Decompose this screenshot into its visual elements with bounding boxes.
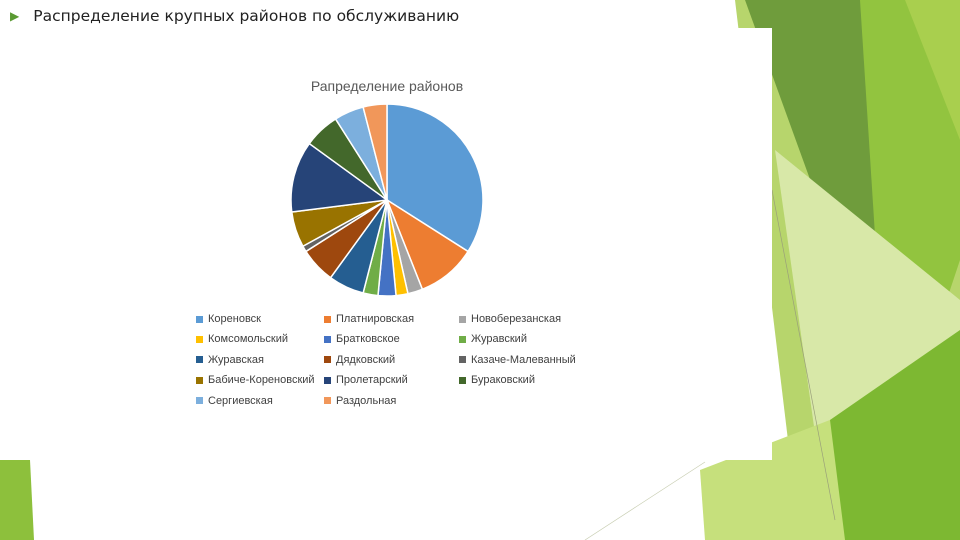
legend-swatch xyxy=(324,376,331,384)
legend-item: Братковское xyxy=(324,331,459,347)
legend-label: Бабиче-Кореновский xyxy=(208,374,315,387)
legend-item: Журавский xyxy=(459,331,596,347)
triangle-bullet-icon: ▶ xyxy=(10,9,20,23)
legend-label: Раздольная xyxy=(336,394,397,407)
pie-slice-13 xyxy=(362,103,388,201)
pie-slice-10 xyxy=(290,142,389,213)
legend-label: Дядковский xyxy=(336,353,396,366)
legend-swatch xyxy=(324,335,331,343)
deco-shape xyxy=(905,0,960,140)
legend-label: Бураковский xyxy=(471,374,535,387)
legend-swatch xyxy=(196,356,203,364)
legend-item: Казаче-Малеванный xyxy=(459,352,596,368)
deco-shape xyxy=(830,330,960,540)
legend-swatch xyxy=(196,376,203,384)
legend-label: Новоберезанская xyxy=(471,313,562,325)
legend-item: Журавская xyxy=(196,352,324,368)
legend-item: Платнировская xyxy=(324,311,459,327)
slide-title-text: Распределение крупных районов по обслужи… xyxy=(33,7,460,25)
legend-label: Журавский xyxy=(471,333,527,346)
slide-title: ▶ Распределение крупных районов по обслу… xyxy=(10,4,459,28)
chart-title: Рапределение районов xyxy=(310,78,464,94)
legend-item: Бураковский xyxy=(459,372,596,388)
legend-swatch xyxy=(459,356,466,364)
legend-item: Кореновск xyxy=(196,311,324,327)
legend-label: Комсомольский xyxy=(208,333,289,346)
legend-swatch xyxy=(324,315,331,323)
legend-swatch xyxy=(459,315,466,323)
chart-legend: Кореновск Платнировская Новоберезанская Ком… xyxy=(196,311,596,409)
legend-label: Пролетарский xyxy=(336,374,408,387)
legend-item: Раздольная xyxy=(324,393,459,409)
legend-label: Платнировская xyxy=(336,313,415,325)
legend-swatch xyxy=(196,335,203,343)
deco-shape xyxy=(0,460,34,540)
deco-line xyxy=(771,189,836,521)
legend-swatch xyxy=(196,315,203,323)
legend-label: Кореновск xyxy=(208,313,261,325)
legend-swatch xyxy=(324,356,331,364)
legend-swatch xyxy=(459,335,466,343)
legend-swatch xyxy=(459,376,466,384)
legend-label: Сергиевская xyxy=(208,394,273,407)
legend-label: Братковское xyxy=(336,333,400,346)
legend-item: Комсомольский xyxy=(196,331,324,347)
legend-item: Пролетарский xyxy=(324,372,459,388)
legend-label: Журавская xyxy=(208,353,264,366)
legend-swatch xyxy=(324,397,331,405)
deco-line xyxy=(584,461,706,540)
legend-item: Сергиевская xyxy=(196,393,324,409)
legend-swatch xyxy=(196,397,203,405)
legend-item: Бабиче-Кореновский xyxy=(196,372,324,388)
legend-item: Новоберезанская xyxy=(459,311,596,327)
legend-label: Казаче-Малеванный xyxy=(471,353,576,366)
legend-item: Дядковский xyxy=(324,352,459,368)
